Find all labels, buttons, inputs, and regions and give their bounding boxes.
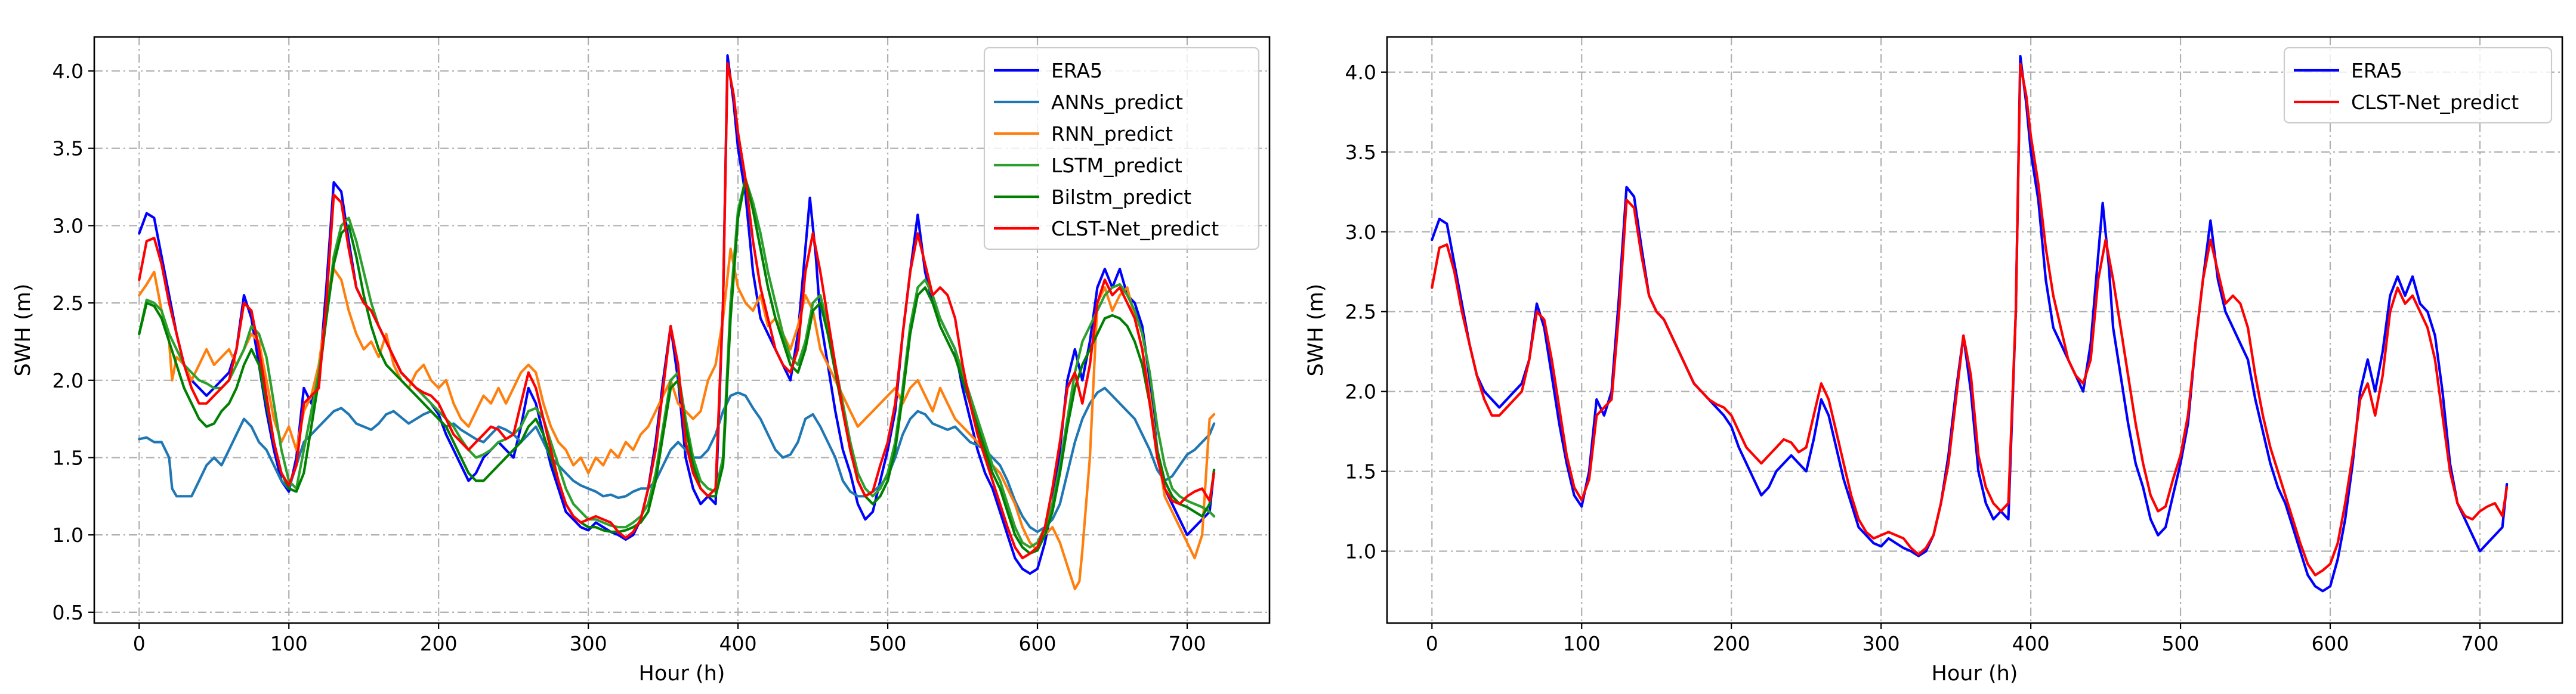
x-tick-label: 400 — [2012, 632, 2050, 655]
legend-label-clst-net-predict: CLST-Net_predict — [1051, 217, 1219, 240]
x-axis-label: Hour (h) — [639, 662, 725, 686]
y-tick-label: 2.5 — [1345, 300, 1376, 324]
axes-frame — [1386, 36, 2563, 624]
legend: ERA5 ANNs_predict RNN_predict LSTM_predict B… — [983, 47, 1260, 250]
y-tick-label: 3.5 — [1345, 141, 1376, 164]
legend-label-era5: ERA5 — [1051, 59, 1102, 82]
x-tick-label: 100 — [1563, 632, 1601, 655]
y-tick-label: 3.0 — [52, 214, 84, 237]
x-tick-label: 0 — [133, 632, 146, 655]
y-tick-label: 2.0 — [1345, 380, 1376, 404]
axes-frame — [93, 36, 1271, 624]
y-tick-label: 1.0 — [52, 523, 84, 547]
y-tick-label: 4.0 — [1345, 61, 1376, 84]
y-tick-label: 1.0 — [1345, 540, 1376, 563]
y-tick-label: 4.0 — [52, 60, 84, 83]
series-line-era5 — [1431, 55, 2509, 593]
x-tick-label: 700 — [1168, 632, 1206, 655]
legend-label-era5: ERA5 — [2351, 59, 2402, 82]
legend-box — [983, 47, 1260, 250]
x-tick-label: 200 — [1713, 632, 1750, 655]
x-tick-label: 700 — [2461, 632, 2498, 655]
legend-label-clst-net-predict: CLST-Net_predict — [2351, 91, 2519, 114]
chart-left-all-models: 0 100 200 300 400 500 600 700 0.5 1.0 1.5 2.0 2.5 3.0… — [11, 36, 1271, 686]
x-axis-label: Hour (h) — [1932, 662, 2018, 686]
y-tick-label: 0.5 — [52, 601, 84, 624]
chart-right-era5-vs-clst-net: 0 100 200 300 400 500 600 700 1.0 1.5 2.0 2.5 3.0 3.5… — [1304, 36, 2563, 686]
x-tick-label: 100 — [270, 632, 308, 655]
y-tick-label: 3.0 — [1345, 221, 1376, 244]
legend: ERA5 CLST-Net_predict — [2283, 47, 2553, 124]
y-tick-label: 2.5 — [52, 292, 84, 315]
legend-label-anns-predict: ANNs_predict — [1051, 91, 1183, 114]
series-line-clst-net-predict — [1431, 63, 2509, 577]
series-line-anns-predict — [138, 386, 1216, 534]
legend-label-lstm-predict: LSTM_predict — [1051, 154, 1182, 177]
x-tick-label: 0 — [1426, 632, 1438, 655]
y-tick-label: 1.5 — [52, 446, 84, 469]
y-tick-label: 2.0 — [52, 369, 84, 392]
series-group — [1431, 55, 2509, 593]
x-tick-label: 600 — [2312, 632, 2349, 655]
x-tick-label: 200 — [420, 632, 458, 655]
legend-box — [2283, 47, 2553, 124]
x-tick-label: 500 — [869, 632, 907, 655]
legend-label-bilstm-predict: Bilstm_predict — [1051, 185, 1191, 209]
x-tick-label: 500 — [2162, 632, 2200, 655]
y-axis-label: SWH (m) — [11, 284, 35, 377]
x-tick-label: 300 — [570, 632, 607, 655]
y-tick-label: 1.5 — [1345, 460, 1376, 484]
x-tick-label: 400 — [719, 632, 757, 655]
series-group — [138, 54, 1216, 590]
y-axis-label: SWH (m) — [1304, 284, 1328, 377]
y-tick-label: 3.5 — [52, 137, 84, 160]
series-line-clst-net-predict — [138, 62, 1216, 560]
legend-label-rnn-predict: RNN_predict — [1051, 122, 1173, 145]
x-tick-label: 600 — [1019, 632, 1057, 655]
x-tick-label: 300 — [1862, 632, 1900, 655]
